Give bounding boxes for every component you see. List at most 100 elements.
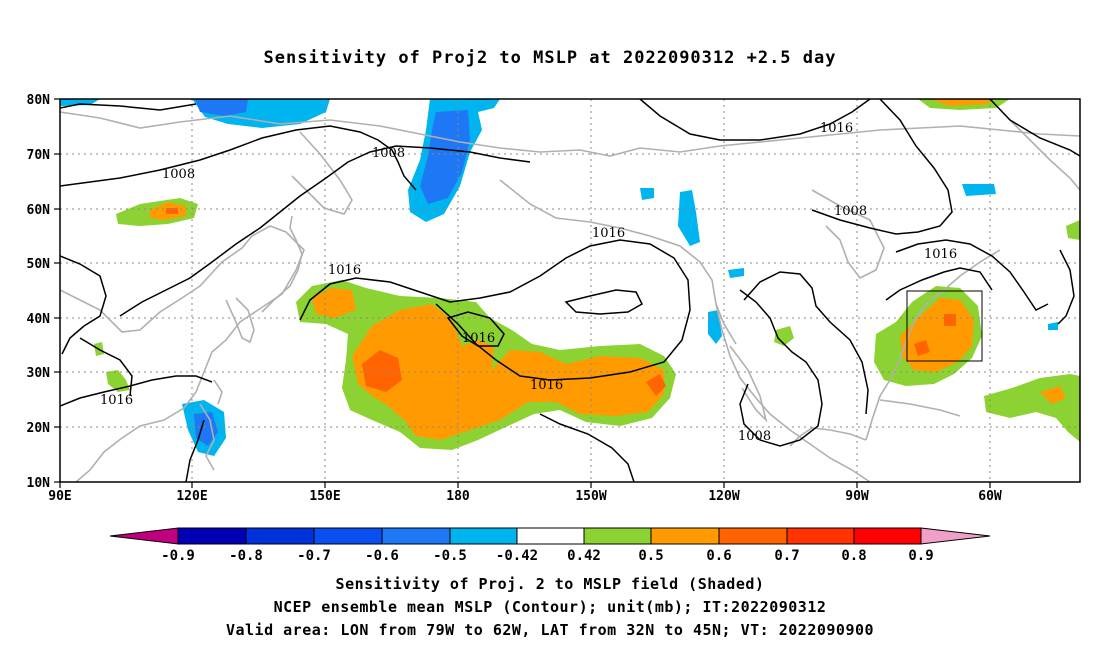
colorbar-segment <box>786 527 855 545</box>
shade-cyan <box>678 190 700 246</box>
contour-1016-asia <box>60 255 107 355</box>
shade-orange <box>312 288 356 318</box>
axis-ticks <box>54 98 991 488</box>
contour-1016-inner <box>446 311 505 347</box>
lon-label: 120W <box>708 489 739 504</box>
lon-label: 180 <box>446 489 470 504</box>
lat-label: 10N <box>27 476 51 491</box>
colorbar-label: 0.6 <box>706 548 731 564</box>
coastline-taiwan <box>213 379 223 405</box>
contour-labels: 1008 1008 1016 1016 1008 1016 1016 1016 … <box>100 121 957 444</box>
colorbar-label: 0.9 <box>908 548 933 564</box>
contour-1016-arctic <box>639 99 871 141</box>
colorbar-label: -0.8 <box>229 548 263 564</box>
coastline-gulf <box>789 427 867 447</box>
lon-label: 150W <box>575 489 606 504</box>
colorbar-label: -0.9 <box>161 548 195 564</box>
shade-dark-orange <box>166 208 178 214</box>
contour-1016-west <box>119 145 531 317</box>
coastline-kamchatka <box>291 131 353 215</box>
contour-1016-gulf <box>885 267 993 301</box>
longitude-labels: 90E 120E 150E 180 150W 120W 90W 60W <box>48 489 1002 504</box>
colorbar-segment <box>853 527 922 545</box>
lat-label: 80N <box>27 93 51 108</box>
shade-green <box>1066 220 1080 240</box>
contour-1016-inner <box>564 289 643 315</box>
coastline-east-asia <box>60 225 305 482</box>
shade-dark-orange <box>646 374 666 396</box>
shade-cyan <box>640 188 654 200</box>
shade-orange <box>930 99 996 106</box>
caption-line-1: Sensitivity of Proj. 2 to MSLP field (Sh… <box>335 575 765 593</box>
coastline-baja <box>729 345 768 423</box>
lon-label: 90E <box>48 489 71 504</box>
colorbar-segment <box>313 527 383 545</box>
contour-1008-sw-us <box>739 289 823 447</box>
lat-label: 70N <box>27 148 51 163</box>
caption-line-2: NCEP ensemble mean MSLP (Contour); unit(… <box>273 598 827 616</box>
caption-line-3: Valid area: LON from 79W to 62W, LAT fro… <box>225 621 875 639</box>
colorbar-label: -0.7 <box>297 548 331 564</box>
lon-label: 150E <box>309 489 340 504</box>
lat-label: 60N <box>27 203 51 218</box>
coastline-korea <box>225 297 255 344</box>
colorbar-triangle-left <box>109 527 179 545</box>
colorbar-label: -0.42 <box>496 548 538 564</box>
colorbar-label: 0.7 <box>774 548 799 564</box>
shade-dark-orange <box>944 314 956 326</box>
shade-cyan <box>728 268 744 278</box>
colorbar-segment <box>245 527 315 545</box>
contour-1016-main <box>299 239 691 381</box>
colorbar-segment <box>650 527 720 545</box>
contour-1016-sea <box>185 419 205 482</box>
mslp-contours <box>60 99 1080 482</box>
coastline-japan <box>261 215 303 313</box>
colorbar-segment <box>516 527 585 545</box>
coastline-alaska <box>499 179 737 345</box>
colorbar-segment <box>177 527 247 545</box>
shade-orange <box>1040 386 1066 404</box>
shade-green <box>106 370 130 392</box>
lon-label: 90W <box>845 489 869 504</box>
contour-1008-pac <box>539 413 635 482</box>
colorbar-label: -0.5 <box>433 548 467 564</box>
colorbar-label: 0.8 <box>841 548 866 564</box>
colorbar-label: -0.6 <box>365 548 399 564</box>
contour-label: 1008 <box>834 204 867 219</box>
coastline-hudson <box>811 189 885 280</box>
shade-green <box>774 326 794 346</box>
coastline-siberia-north <box>60 111 1080 157</box>
shade-blue <box>420 110 470 204</box>
shade-orange <box>352 304 664 440</box>
contour-east-atl2 <box>1057 249 1075 325</box>
colorbar-segment <box>381 527 451 545</box>
shade-green <box>984 374 1080 442</box>
contour-label: 1016 <box>462 331 495 346</box>
contour-1016-na <box>895 239 1049 311</box>
lon-label: 120E <box>176 489 207 504</box>
coastlines <box>60 111 1080 482</box>
shade-cyan <box>962 184 996 196</box>
contour-label: 1008 <box>162 167 195 182</box>
contour-label: 1016 <box>530 378 563 393</box>
map-plot-area: 1008 1008 1016 1016 1008 1016 1016 1016 … <box>60 99 1080 482</box>
colorbar-triangle-right <box>920 527 991 545</box>
negative-sensitivity-shading <box>60 99 1058 456</box>
positive-sensitivity-shading <box>94 99 1080 450</box>
shade-blue <box>195 99 248 116</box>
shade-cyan <box>1048 322 1058 330</box>
lat-label: 30N <box>27 366 51 381</box>
colorbar <box>109 527 991 545</box>
latitude-labels: 80N 70N 60N 50N 40N 30N 20N 10N <box>27 93 51 491</box>
contour-1008-asia2 <box>79 337 133 397</box>
contour-label: 1008 <box>738 429 771 444</box>
colorbar-segment <box>449 527 518 545</box>
colorbar-label: 0.5 <box>638 548 663 564</box>
colorbar-segment <box>583 527 652 545</box>
contour-1016-sw <box>60 375 213 407</box>
contour-1008-na <box>811 99 953 235</box>
shade-blue <box>194 412 218 446</box>
contour-label: 1016 <box>328 263 361 278</box>
coastline-na-west <box>715 303 871 482</box>
